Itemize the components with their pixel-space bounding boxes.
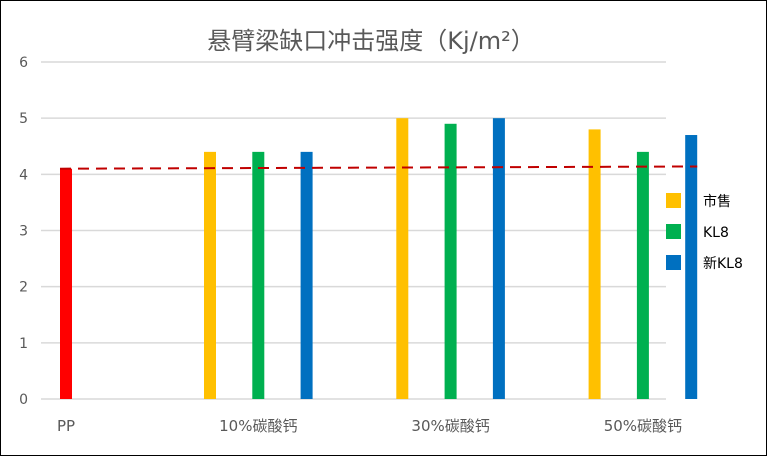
chart-title: 悬臂梁缺口冲击强度（Kj/m²） [207,27,535,55]
x-tick-label: 10%碳酸钙 [219,417,297,435]
bar-pp [60,168,72,399]
bar-3 [300,151,313,399]
y-tick-label: 4 [19,167,28,183]
bar-3 [492,118,505,400]
legend-label: KL8 [703,225,729,241]
bar-1 [588,129,601,399]
y-tick-label: 6 [19,55,28,71]
y-tick-label: 0 [19,392,28,408]
bar-1 [204,151,216,399]
legend-swatch [666,193,681,208]
legend-label: 新KL8 [703,256,743,272]
bar-1 [396,118,409,400]
legend-swatch [666,255,681,270]
bar-3 [685,135,698,399]
legend-swatch [666,224,681,239]
trendline [59,165,698,170]
y-tick-label: 2 [19,280,28,296]
x-tick-label: PP [57,417,75,435]
bar-2 [252,151,265,399]
y-tick-label: 1 [19,336,28,352]
x-tick-label: 30%碳酸钙 [411,417,489,435]
y-tick-label: 3 [19,224,28,240]
y-tick-label: 5 [19,111,28,127]
bar-2 [444,123,457,400]
legend-label: 市售 [703,193,731,210]
bar-2 [636,151,649,399]
x-tick-label: 50%碳酸钙 [604,417,682,435]
